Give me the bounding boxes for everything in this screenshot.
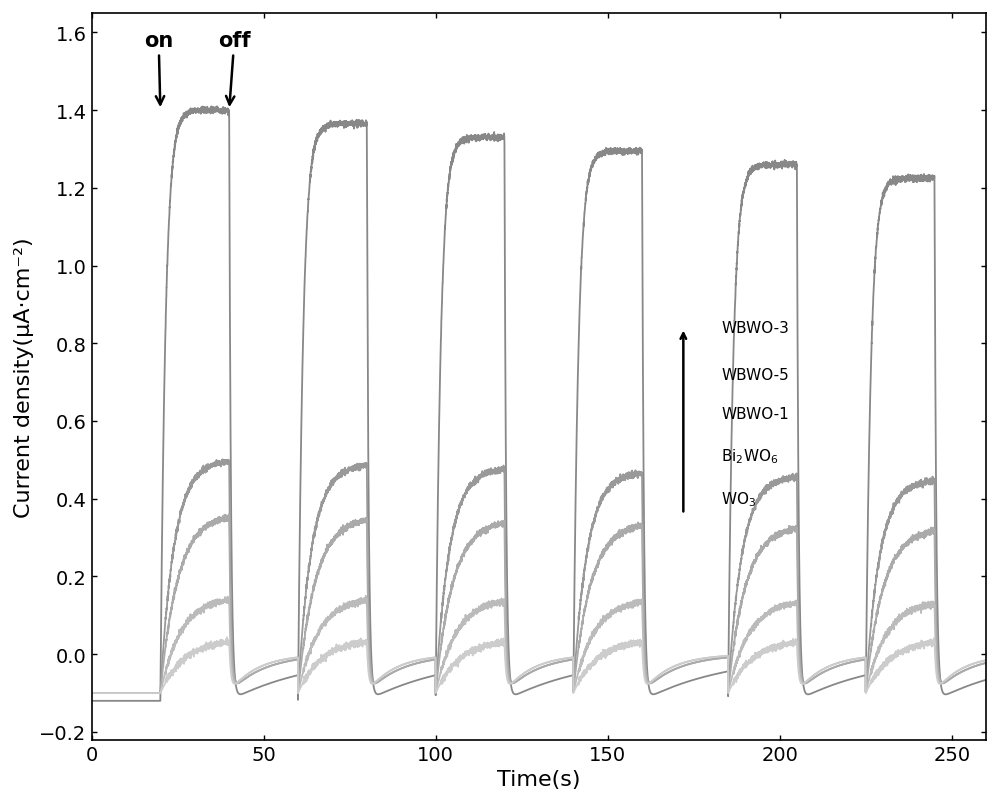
Text: on: on: [144, 31, 173, 105]
Y-axis label: Current density(μA·cm⁻²): Current density(μA·cm⁻²): [14, 237, 34, 517]
Text: WBWO-5: WBWO-5: [721, 368, 789, 382]
Text: WBWO-3: WBWO-3: [721, 321, 789, 336]
Text: WO$_3$: WO$_3$: [721, 490, 756, 508]
Text: off: off: [218, 31, 251, 105]
Text: Bi$_2$WO$_6$: Bi$_2$WO$_6$: [721, 447, 779, 466]
X-axis label: Time(s): Time(s): [497, 769, 581, 789]
Text: WBWO-1: WBWO-1: [721, 406, 789, 422]
